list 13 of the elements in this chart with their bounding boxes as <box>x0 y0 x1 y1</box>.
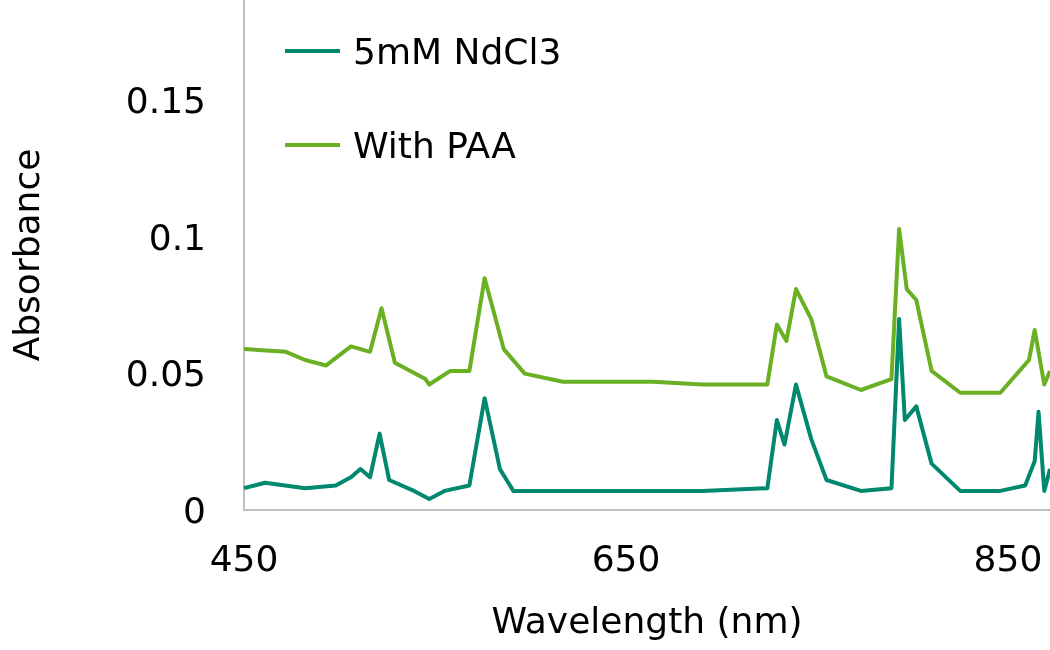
line-series <box>242 227 1050 395</box>
legend-label: With PAA <box>353 124 517 166</box>
y-tick-label: 0.05 <box>125 353 206 395</box>
x-tick-label: 850 <box>973 537 1043 579</box>
y-tick-label: 0 <box>183 489 206 531</box>
x-tick-label: 650 <box>591 537 661 579</box>
line-series <box>242 317 1050 502</box>
legend-label: 5mM NdCl3 <box>353 30 562 72</box>
y-tick-label: 0.1 <box>148 216 206 258</box>
x-tick-label: 450 <box>209 537 279 579</box>
x-axis-title: Wavelength (nm) <box>491 599 803 641</box>
y-tick-label: 0.15 <box>125 80 206 122</box>
y-axis-title: Absorbance <box>5 148 47 362</box>
